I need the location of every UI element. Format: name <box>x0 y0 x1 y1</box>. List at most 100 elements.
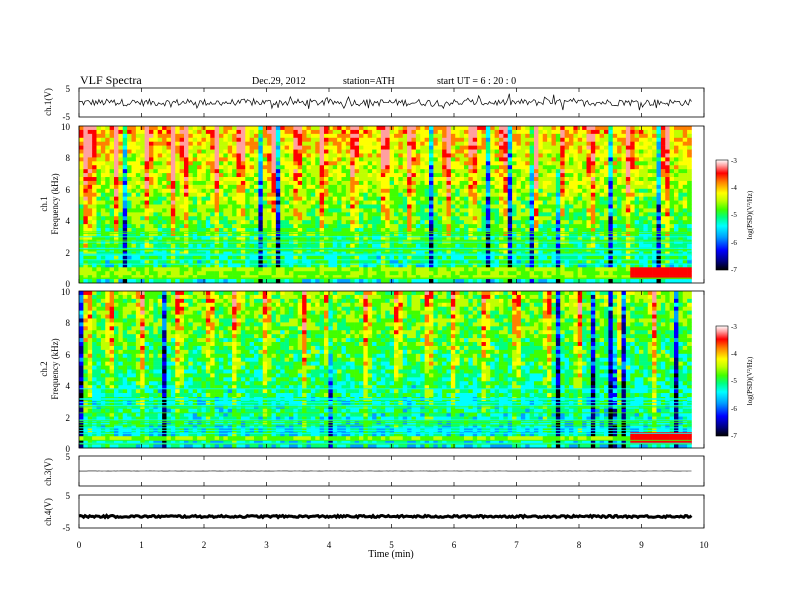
spectrogram-cell <box>245 208 250 213</box>
spectrogram-cell <box>520 271 526 276</box>
spectrogram-cell <box>240 259 246 264</box>
spectrogram-cell <box>144 165 150 170</box>
spectrogram-cell <box>267 133 272 139</box>
spectrogram-cell <box>516 188 522 194</box>
spectrogram-cell <box>573 228 579 233</box>
spectrogram-cell <box>87 145 93 150</box>
spectrogram-cell <box>429 224 434 229</box>
spectrogram-cell <box>512 184 517 190</box>
spectrogram-cell <box>599 220 605 225</box>
spectrogram-cell <box>459 149 465 154</box>
spectrogram-cell <box>380 212 386 217</box>
spectrogram-cell <box>582 153 587 158</box>
spectrogram-cell <box>337 169 342 174</box>
spectrogram-cell <box>577 228 583 233</box>
spectrogram-cell <box>472 161 478 166</box>
spectrogram-cell <box>481 263 487 268</box>
spectrogram-cell <box>100 208 106 213</box>
spectrogram-cell <box>555 228 561 233</box>
spectrogram-cell <box>337 208 342 213</box>
spectrogram-cell <box>345 243 351 248</box>
spectrogram-cell <box>380 165 386 170</box>
spectrogram-cell <box>612 216 618 221</box>
spectrogram-cell <box>262 145 268 150</box>
spectrogram-cell <box>398 137 404 142</box>
spectrogram-cell <box>223 157 229 162</box>
spectrogram-cell <box>590 153 596 158</box>
spectrogram-cell <box>245 224 250 229</box>
spectrogram-cell <box>464 204 469 209</box>
spectrogram-cell <box>604 231 609 237</box>
spectrogram-cell <box>595 145 600 150</box>
spectrogram-cell <box>354 231 360 237</box>
spectrogram-cell <box>354 133 360 139</box>
spectrogram-cell <box>345 216 351 221</box>
spectrogram-cell <box>87 243 93 248</box>
spectrogram-cell <box>367 216 373 221</box>
spectrogram-cell <box>520 243 526 248</box>
spectrogram-cell <box>83 126 89 131</box>
spectrogram-cell <box>319 212 325 217</box>
spectrogram-cell <box>569 216 574 221</box>
spectrogram-cell <box>402 204 408 209</box>
spectrogram-cell <box>157 228 163 233</box>
spectrogram-cell <box>280 161 285 166</box>
spectrogram-cell <box>162 137 167 142</box>
spectrogram-cell <box>617 243 622 248</box>
spectrogram-cell <box>437 271 443 276</box>
spectrogram-cell <box>402 169 408 174</box>
spectrogram-cell <box>175 153 180 158</box>
spectrogram-cell <box>96 196 102 201</box>
spectrogram-cell <box>105 188 110 194</box>
spectrogram-cell <box>166 200 172 205</box>
spectrogram-cell <box>258 216 264 221</box>
spectrogram-cell <box>297 255 303 260</box>
spectrogram-cell <box>555 126 561 131</box>
spectrogram-cell <box>424 208 430 213</box>
spectrogram-cell <box>442 184 447 190</box>
spectrogram-cell <box>547 145 552 150</box>
spectrogram-cell <box>604 165 609 170</box>
spectrogram-cell <box>131 157 137 162</box>
spectrogram-cell <box>420 243 425 248</box>
spectrogram-cell <box>564 129 570 135</box>
spectrogram-cell <box>170 126 176 131</box>
spectrogram-cell <box>118 212 124 217</box>
spectrogram-cell <box>184 235 189 241</box>
spectrogram-cell <box>389 243 395 248</box>
spectrogram-cell <box>446 279 452 284</box>
spectrogram-cell <box>446 200 452 205</box>
spectrogram-cell <box>297 192 303 197</box>
spectrogram-cell <box>284 149 290 154</box>
spectrogram-cell <box>188 275 194 280</box>
spectrogram-cell <box>433 224 439 229</box>
spectrogram-cell <box>415 216 421 221</box>
spectrogram-cell <box>529 165 535 170</box>
spectrogram-cell <box>157 161 163 166</box>
spectrogram-cell <box>267 200 272 205</box>
spectrogram-cell <box>122 184 128 190</box>
spectrogram-cell <box>92 188 97 194</box>
spectrogram-cell <box>507 212 513 217</box>
spectrogram-cell <box>450 220 456 225</box>
spectrogram-cell <box>507 263 513 268</box>
spectrogram-cell <box>170 259 176 264</box>
spectrogram-cell <box>481 173 487 178</box>
spectrogram-cell <box>569 228 574 233</box>
spectrogram-cell <box>219 180 224 186</box>
spectrogram-cell <box>534 161 539 166</box>
spectrogram-cell <box>595 243 600 248</box>
spectrogram-cell <box>363 165 369 170</box>
spectrogram-cell <box>446 267 452 272</box>
spectrogram-cell <box>201 157 207 162</box>
spectrogram-cell <box>83 161 89 166</box>
spectrogram-cell <box>118 137 124 142</box>
spectrogram-cell <box>354 165 360 170</box>
spectrogram-cell <box>599 196 605 201</box>
spectrogram-cell <box>83 157 89 162</box>
spectrogram-cell <box>599 228 605 233</box>
spectrogram-cell <box>380 157 386 162</box>
spectrogram-cell <box>385 184 390 190</box>
spectrogram-cell <box>437 216 443 221</box>
spectrogram-cell <box>372 169 377 174</box>
